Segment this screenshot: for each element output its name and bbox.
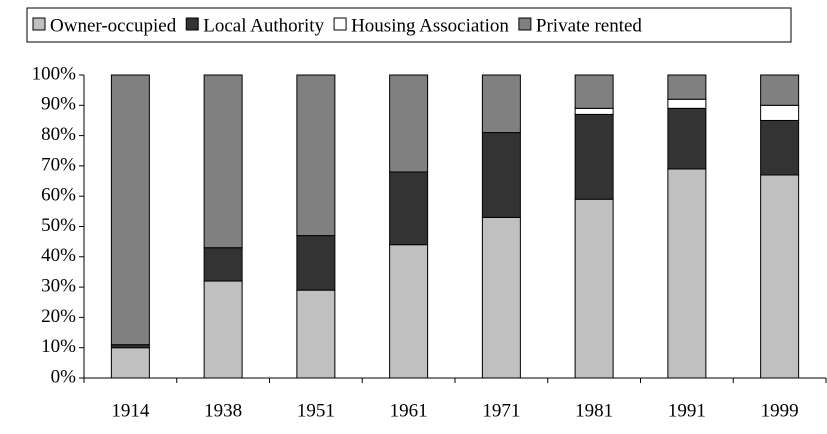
bar-segment	[389, 171, 429, 246]
y-tick-label: 10%	[41, 336, 76, 357]
legend-label: Owner-occupied	[50, 15, 177, 36]
y-tick-label: 90%	[41, 94, 76, 115]
bar-segment	[296, 74, 336, 237]
bar-segment	[296, 235, 336, 291]
bar-segment	[110, 74, 150, 346]
legend-swatch	[185, 17, 199, 31]
bar-segment	[296, 289, 336, 379]
bar-segment	[667, 74, 707, 100]
bar-segment	[203, 247, 243, 282]
x-tick-label: 1999	[761, 400, 799, 421]
bar-segment	[481, 74, 521, 134]
bar-segment	[574, 113, 614, 200]
y-tick-label: 40%	[41, 245, 76, 266]
y-tick-label: 80%	[41, 124, 76, 145]
y-tick-label: 60%	[41, 185, 76, 206]
legend-box	[26, 7, 792, 43]
bar-segment	[110, 347, 150, 379]
bar-segment	[574, 107, 614, 115]
bar-segment	[389, 74, 429, 173]
y-tick-label: 50%	[41, 215, 76, 236]
legend-swatch	[518, 17, 532, 31]
bar-segment	[574, 198, 614, 379]
x-tick-label: 1981	[575, 400, 613, 421]
legend-label: Housing Association	[351, 15, 509, 36]
x-tick-label: 1938	[204, 400, 242, 421]
y-tick-label: 0%	[51, 366, 77, 387]
legend-label: Local Authority	[203, 15, 324, 36]
bar-segment	[760, 119, 800, 176]
bar-segment	[481, 216, 521, 379]
bar-segment	[574, 74, 614, 109]
legend-swatch	[333, 17, 347, 31]
bar-segment	[481, 132, 521, 218]
bar-segment	[203, 74, 243, 249]
x-tick-label: 1914	[111, 400, 150, 421]
bar-segment	[389, 244, 429, 379]
bar-segment	[760, 174, 800, 379]
x-tick-label: 1961	[390, 400, 428, 421]
bar-segment	[203, 280, 243, 379]
bar-segment	[667, 98, 707, 109]
legend-swatch	[32, 17, 46, 31]
bar-segment	[760, 104, 800, 121]
legend-label: Private rented	[536, 15, 643, 36]
bar-segment	[760, 74, 800, 106]
x-tick-label: 1951	[297, 400, 335, 421]
y-tick-label: 30%	[41, 275, 76, 296]
x-tick-label: 1971	[482, 400, 520, 421]
y-tick-label: 100%	[32, 63, 77, 84]
x-tick-label: 1991	[668, 400, 706, 421]
y-tick-label: 70%	[41, 154, 76, 175]
y-tick-label: 20%	[41, 306, 76, 327]
bar-segment	[667, 107, 707, 170]
bar-segment	[667, 168, 707, 379]
